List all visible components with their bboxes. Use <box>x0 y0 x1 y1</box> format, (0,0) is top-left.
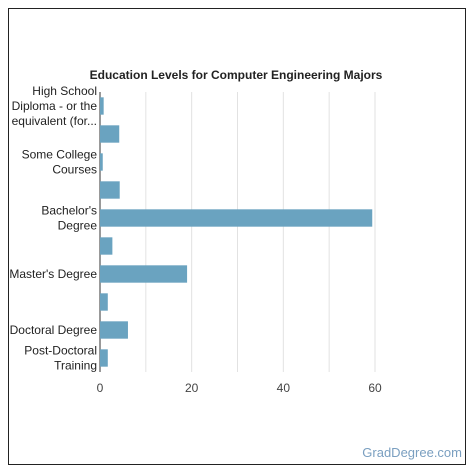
x-tick-label: 40 <box>277 381 291 395</box>
bar <box>100 153 103 171</box>
category-label: Courses <box>52 163 97 177</box>
category-label: equivalent (for... <box>12 114 97 128</box>
category-label: Doctoral Degree <box>10 323 98 337</box>
bar <box>100 209 373 227</box>
bar <box>100 125 120 143</box>
category-label: Post-Doctoral <box>24 344 97 358</box>
category-label: Diploma - or the <box>12 99 98 113</box>
category-label: Degree <box>58 219 98 233</box>
category-label: Bachelor's <box>41 204 97 218</box>
bar <box>100 265 188 283</box>
gridlines <box>99 92 376 372</box>
bar <box>100 237 113 255</box>
x-axis-ticks: 0 20 40 60 <box>97 381 382 395</box>
x-tick-label: 0 <box>97 381 104 395</box>
category-label: High School <box>32 84 97 98</box>
bar <box>100 97 104 115</box>
bar <box>100 293 108 311</box>
watermark-text: GradDegree.com <box>362 445 462 460</box>
chart-title: Education Levels for Computer Engineerin… <box>90 68 383 82</box>
x-tick-label: 60 <box>368 381 382 395</box>
category-label: Master's Degree <box>9 267 97 281</box>
bar <box>100 349 108 367</box>
x-tick-label: 20 <box>185 381 199 395</box>
bar <box>100 181 120 199</box>
category-label: Training <box>54 359 97 373</box>
bar <box>100 321 128 339</box>
bars <box>100 97 373 367</box>
category-label: Some College <box>22 148 98 162</box>
